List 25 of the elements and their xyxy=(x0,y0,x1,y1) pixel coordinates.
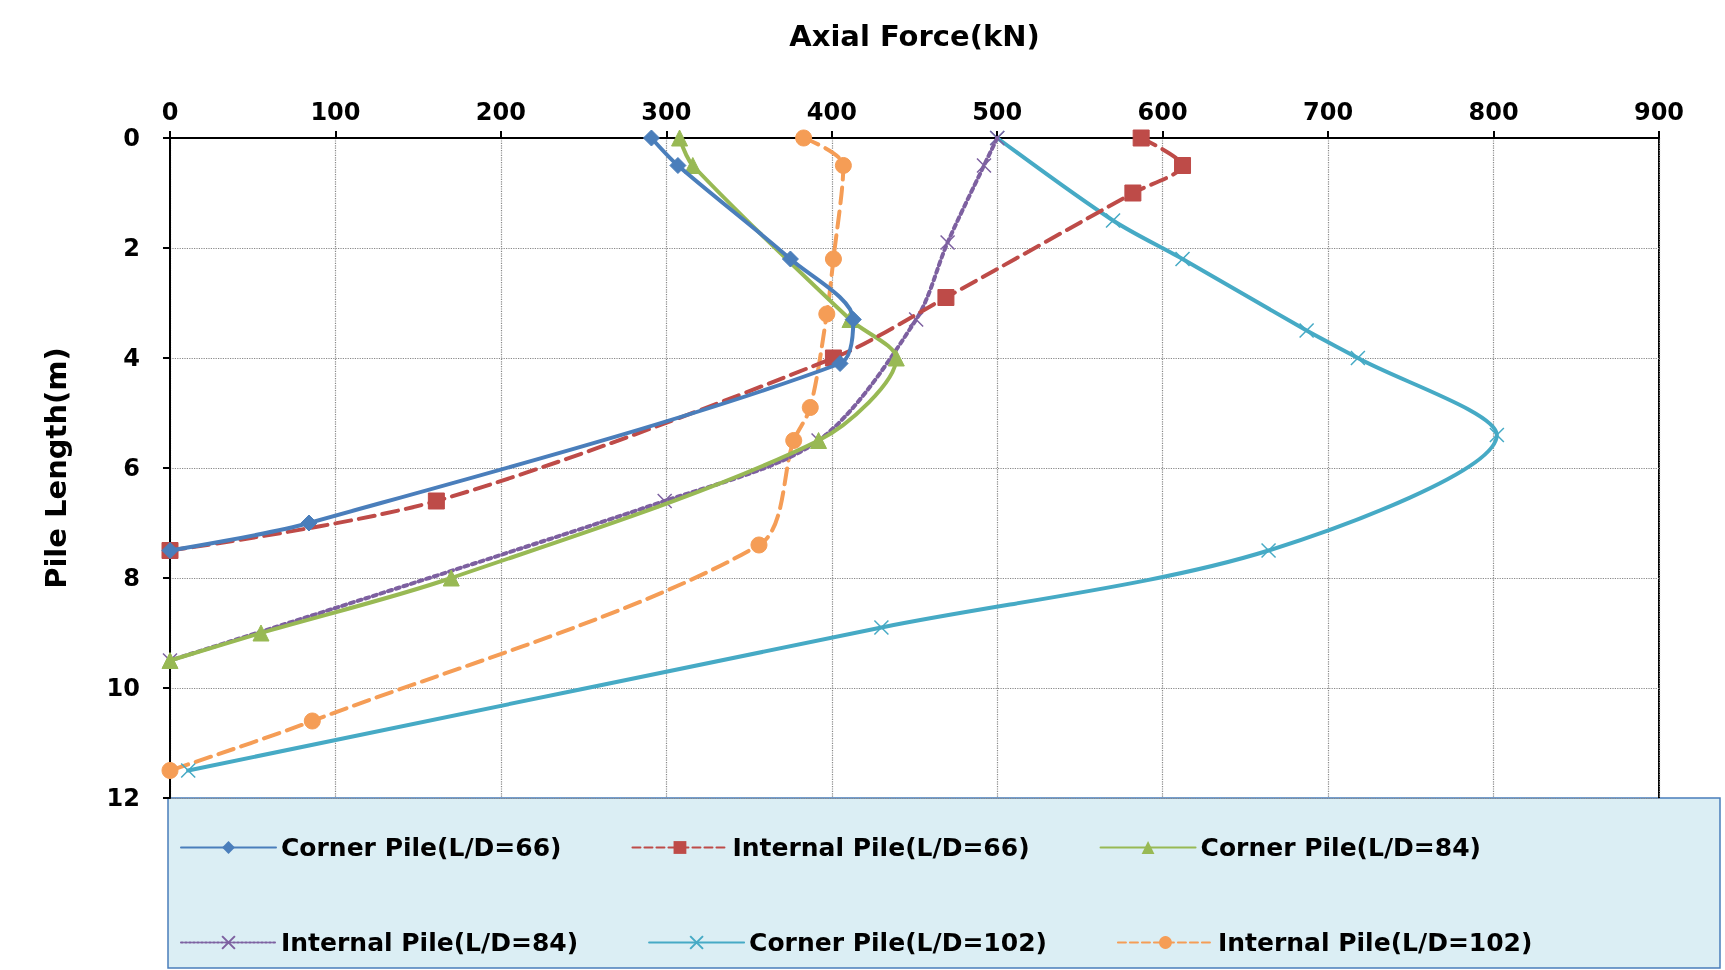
legend-label: Corner Pile(L/D=66) xyxy=(281,833,562,862)
y-tick-label: 0 xyxy=(123,124,140,152)
x-tick-label: 300 xyxy=(641,98,692,126)
x-tick-label: 600 xyxy=(1137,98,1188,126)
legend-label: Internal Pile(L/D=66) xyxy=(732,833,1030,862)
x-axis-title: Axial Force(kN) xyxy=(789,18,1040,53)
y-tick-label: 12 xyxy=(106,784,140,812)
y-tick-label: 10 xyxy=(106,674,140,702)
y-tick-label: 8 xyxy=(123,564,140,592)
y-tick-label: 6 xyxy=(123,454,140,482)
y-axis-title: Pile Length(m) xyxy=(38,347,73,589)
legend-label: Internal Pile(L/D=102) xyxy=(1217,928,1533,957)
legend-label: Corner Pile(L/D=84) xyxy=(1200,833,1482,862)
x-tick-label: 500 xyxy=(972,98,1023,126)
legend-label: Corner Pile(L/D=102) xyxy=(749,928,1047,957)
x-tick-label: 900 xyxy=(1633,98,1685,126)
legend-label: Internal Pile(L/D=84) xyxy=(281,928,579,957)
y-tick-label: 4 xyxy=(123,344,140,372)
x-tick-label: 200 xyxy=(475,98,526,126)
x-tick-label: 800 xyxy=(1468,98,1519,126)
x-tick-label: 0 xyxy=(161,98,179,126)
x-tick-label: 100 xyxy=(310,98,361,126)
x-tick-label: 400 xyxy=(806,98,857,126)
x-tick-label: 700 xyxy=(1303,98,1354,126)
y-tick-label: 2 xyxy=(123,234,140,262)
